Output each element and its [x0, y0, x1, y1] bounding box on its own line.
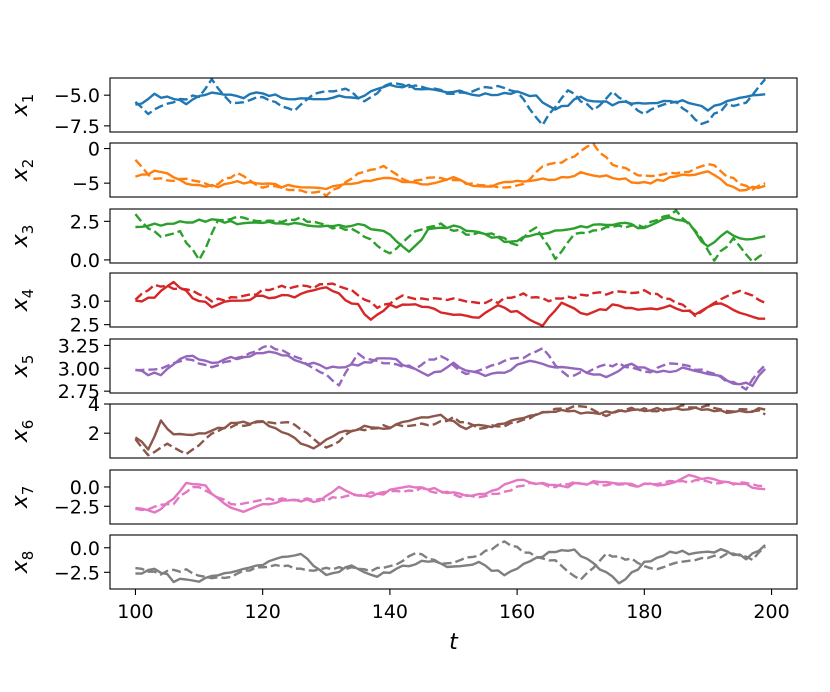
panel-x3: 2.5 0.0 x3 [8, 208, 798, 272]
series-dashed-line [135, 478, 766, 512]
series-dashed-line [135, 540, 766, 581]
y-tick-label: 2 [88, 423, 100, 445]
y-tick-label: 0.0 [70, 477, 100, 499]
panel-x4-lines [134, 280, 766, 327]
series-solid-line [135, 169, 766, 192]
series-dashed-line [134, 209, 766, 263]
x-tick-label: 140 [372, 601, 408, 623]
y-axis-label: x2 [8, 159, 37, 183]
panel-x7: 0.0−2.5 x7 [8, 469, 798, 525]
panel-x6: 4 2 x6 [8, 394, 798, 459]
x-tick-label: 180 [626, 601, 662, 623]
y-axis-label: x6 [8, 420, 37, 444]
series-solid-line [134, 406, 766, 451]
panels: −5.0−7.5x10−5x22.50.0x33.02.5x43.253.002… [8, 77, 798, 590]
y-tick-label: −5 [72, 173, 100, 195]
series-dashed-line [134, 143, 766, 197]
panel-x1: −5.0 −7.5 x1 [8, 77, 798, 138]
y-tick-label: −2.5 [54, 562, 100, 584]
y-tick-label: 0.0 [70, 538, 100, 560]
series-dashed-line [134, 78, 767, 127]
panel-x4: 3.02.5 x4 [8, 272, 798, 337]
y-tick-label: 2.5 [70, 211, 100, 233]
x-tick-label: 100 [117, 601, 153, 623]
series-solid-line [135, 83, 766, 112]
y-tick-label: 4 [88, 394, 100, 416]
x-tick-label: 160 [499, 601, 535, 623]
series-solid-line [135, 350, 767, 388]
series-solid-line [135, 544, 767, 585]
y-tick-label: 3.0 [70, 291, 100, 313]
panel-frame [109, 469, 798, 525]
x-axis-label: t [449, 630, 459, 655]
panel-frame [109, 272, 798, 328]
panel-frame [109, 403, 798, 459]
panel-frame [109, 208, 798, 264]
panel-x1-lines [134, 78, 767, 127]
panel-frame [109, 338, 798, 394]
y-tick-label: 0 [88, 139, 100, 161]
y-tick-label: −7.5 [54, 116, 100, 138]
panel-x5-lines [135, 344, 767, 391]
series-solid-line [135, 280, 766, 327]
x-tick-label: 120 [245, 601, 281, 623]
x-axis: 100 120 140 160 180 200 [117, 589, 790, 623]
series-solid-line [135, 216, 766, 253]
panel-x8-lines [135, 540, 767, 585]
panel-x2-lines [134, 143, 766, 197]
series-solid-line [135, 473, 766, 514]
y-axis-label: x1 [8, 94, 37, 118]
y-tick-label: −2.5 [54, 496, 100, 518]
y-tick-label: 3.25 [58, 335, 100, 357]
y-tick-label: 2.75 [58, 381, 100, 403]
panel-x7-lines [135, 473, 766, 514]
y-axis-label: x8 [8, 551, 37, 575]
panel-x8: 0.0−2.5 x8 [8, 534, 798, 590]
panel-x5: 3.253.002.75 x5 [8, 335, 798, 403]
y-axis-label: x4 [8, 289, 37, 313]
series-dashed-line [134, 404, 766, 457]
y-tick-label: −5.0 [54, 85, 100, 107]
y-axis-label: x3 [8, 225, 37, 249]
panel-frame [109, 142, 798, 198]
x-tick-label: 200 [753, 601, 789, 623]
panel-x6-lines [134, 404, 766, 457]
series-dashed-line [135, 344, 767, 391]
panel-x3-lines [134, 209, 766, 263]
panel-frame [109, 77, 798, 133]
panel-x2: 0 −5 x2 [8, 139, 798, 198]
y-tick-label: 3.00 [58, 358, 100, 380]
y-axis-label: x7 [8, 486, 37, 510]
series-dashed-line [134, 282, 766, 318]
panel-frame [109, 534, 798, 590]
y-axis-label: x5 [8, 355, 37, 379]
y-tick-label: 2.5 [70, 315, 100, 337]
y-tick-label: 0.0 [70, 250, 100, 272]
